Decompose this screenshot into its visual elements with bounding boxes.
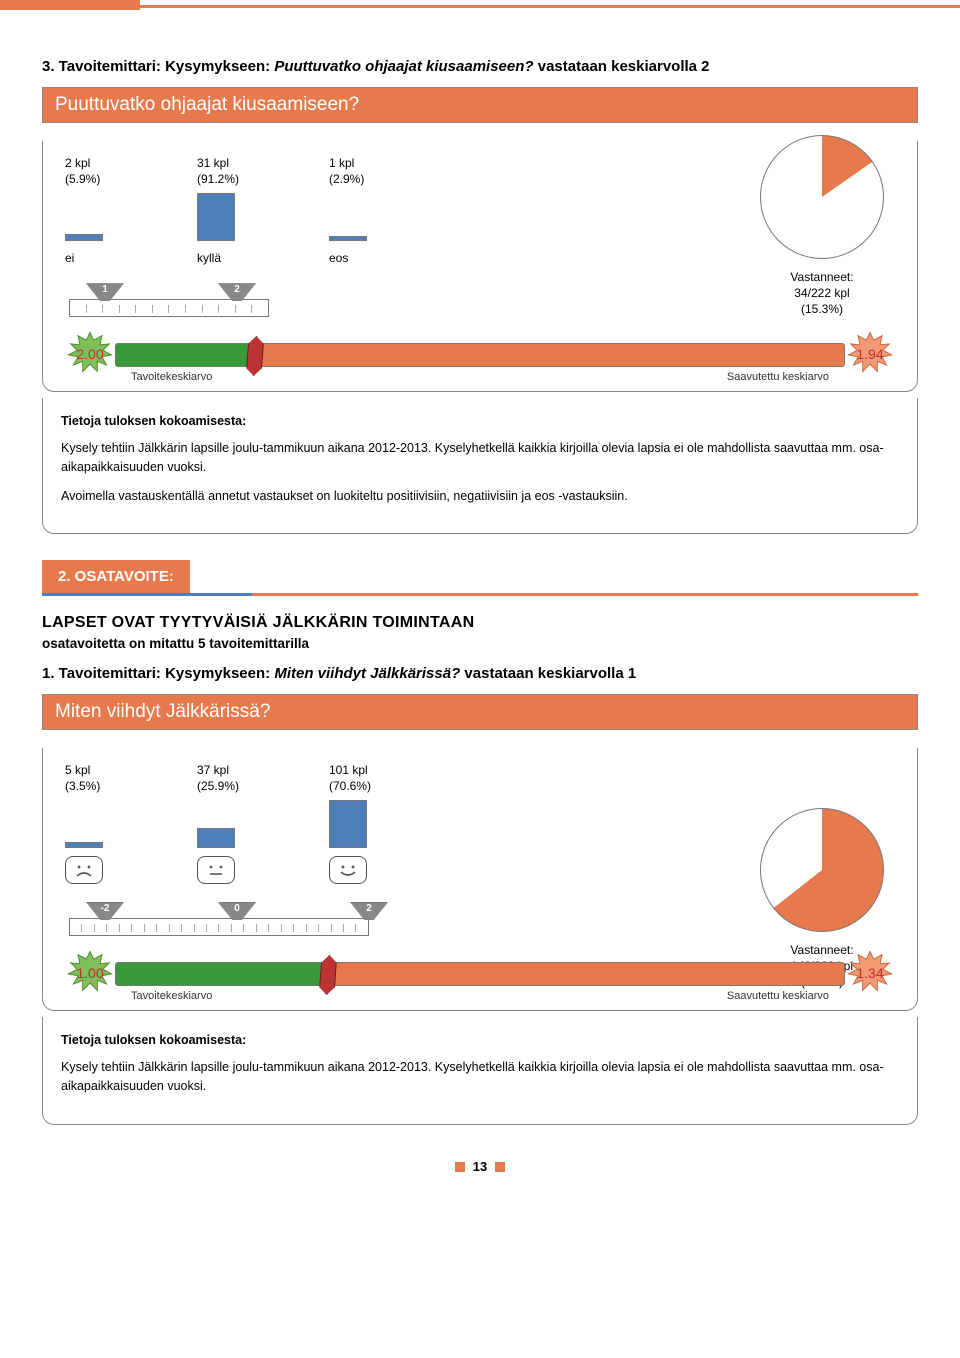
target-label: Tavoitekeskiarvo [131,371,212,383]
section2-chart: 5 kpl(3.5%) 37 kpl(25.9%) 101 kpl(70.6%)… [42,748,918,1011]
result-diamond [246,336,265,376]
funnel-icon: 1 [86,283,124,301]
achieved-label: Saavutettu keskiarvo [727,371,829,383]
funnel-marker: 1 [65,283,145,301]
bar-rect [197,828,235,848]
funnel-icon: 2 [218,283,256,301]
bar-item: 2 kpl(5.9%) [65,155,145,241]
pie-l1: Vastanneet: [790,270,853,284]
funnel-icon: 2 [350,902,388,920]
bar-category: eos [329,251,348,265]
square-icon [495,1162,505,1172]
heading-suffix: vastataan keskiarvolla 1 [460,665,636,682]
heading-italic: Miten viihdyt Jälkkärissä? [274,665,460,682]
section1-chart: 2 kpl(5.9%) 31 kpl(91.2%) 1 kpl(2.9%) ei… [42,141,918,392]
achieved-badge: 1.34 [847,950,893,996]
pie-chart [760,135,884,259]
page-num-text: 13 [473,1159,487,1174]
bar-label: 1 kpl(2.9%) [329,155,364,187]
funnel-marker: 2 [197,283,277,301]
bar-category: kyllä [197,251,221,265]
bar-rect [65,842,103,848]
info-p1: Kysely tehtiin Jälkkärin lapsille joulu-… [61,1058,899,1096]
section1-infobox: Tietoja tuloksen kokoamisesta: Kysely te… [42,398,918,534]
funnel-icon: -2 [86,902,124,920]
heading-prefix: 3. Tavoitemittari: Kysymykseen: [42,58,274,75]
heading-suffix: vastataan keskiarvolla 2 [534,58,710,75]
achieved-badge: 1.94 [847,331,893,377]
target-value: 2.00 [76,346,103,362]
result-track [115,962,845,986]
result-diamond [318,955,337,995]
result-fill [116,344,254,366]
info-title: Tietoja tuloksen kokoamisesta: [61,1031,899,1050]
target-badge: 2.00 [67,331,113,377]
section2-banner: Miten viihdyt Jälkkärissä? [42,694,918,730]
result-bar: 1.00 1.34 Tavoitekeskiarvo Saavutettu ke… [61,948,899,1004]
info-p2: Avoimella vastauskentällä annetut vastau… [61,487,899,506]
section2-subtitle: osatavoitetta on mitattu 5 tavoitemittar… [42,636,918,651]
section2-tag: 2. OSATAVOITE: [42,560,190,593]
section2-infobox: Tietoja tuloksen kokoamisesta: Kysely te… [42,1017,918,1124]
achieved-value: 1.94 [856,346,883,362]
bar-rect [197,193,235,241]
target-value: 1.00 [76,965,103,981]
neutral-face-icon [197,856,235,884]
funnel-icon: 0 [218,902,256,920]
target-badge: 1.00 [67,950,113,996]
heading-prefix: 1. Tavoitemittari: Kysymykseen: [42,665,274,682]
ruler [69,918,369,936]
ruler [69,299,269,317]
section2-line [42,593,918,596]
bar-item: 101 kpl(70.6%) [329,762,409,848]
funnel-marker [329,283,409,301]
bar-item: 1 kpl(2.9%) [329,155,409,241]
page: 3. Tavoitemittari: Kysymykseen: Puuttuva… [0,0,960,1194]
achieved-label: Saavutettu keskiarvo [727,990,829,1002]
bar-item: 5 kpl(3.5%) [65,762,145,848]
target-label: Tavoitekeskiarvo [131,990,212,1002]
bar-category: ei [65,251,74,265]
pie-l2: 34/222 kpl [794,286,849,300]
bar-label: 101 kpl(70.6%) [329,762,371,794]
happy-face-icon [329,856,367,884]
bar-label: 5 kpl(3.5%) [65,762,100,794]
result-track [115,343,845,367]
section1-heading: 3. Tavoitemittari: Kysymykseen: Puuttuva… [42,58,918,75]
bar-rect [329,800,367,848]
info-title: Tietoja tuloksen kokoamisesta: [61,412,899,431]
pie-wrap: Vastanneet: 34/222 kpl (15.3%) [747,135,897,318]
square-icon [455,1162,465,1172]
bar-item: 31 kpl(91.2%) [197,155,277,241]
section1-banner: Puuttuvatko ohjaajat kiusaamiseen? [42,87,918,123]
heading-italic: Puuttuvatko ohjaajat kiusaamiseen? [274,58,533,75]
bar-item: 37 kpl(25.9%) [197,762,277,848]
bar-label: 31 kpl(91.2%) [197,155,239,187]
section2-title: LAPSET OVAT TYYTYVÄISIÄ JÄLKKÄRIN TOIMIN… [42,614,918,632]
sad-face-icon [65,856,103,884]
funnel-marker: -2 [65,902,145,920]
bar-rect [65,234,103,241]
result-bar: 2.00 1.94 Tavoitekeskiarvo Saavutettu ke… [61,329,899,385]
info-p1: Kysely tehtiin Jälkkärin lapsille joulu-… [61,439,899,477]
funnel-marker: 0 [197,902,277,920]
pie-chart [760,808,884,932]
section2-heading: 1. Tavoitemittari: Kysymykseen: Miten vi… [42,665,918,682]
result-fill [116,963,327,985]
bar-label: 2 kpl(5.9%) [65,155,100,187]
pie-caption: Vastanneet: 34/222 kpl (15.3%) [747,269,897,318]
top-line [0,5,960,8]
pie-l3: (15.3%) [801,302,843,316]
bar-rect [329,236,367,241]
achieved-value: 1.34 [856,965,883,981]
funnel-marker: 2 [329,902,409,920]
page-number: 13 [42,1159,918,1174]
bar-label: 37 kpl(25.9%) [197,762,239,794]
